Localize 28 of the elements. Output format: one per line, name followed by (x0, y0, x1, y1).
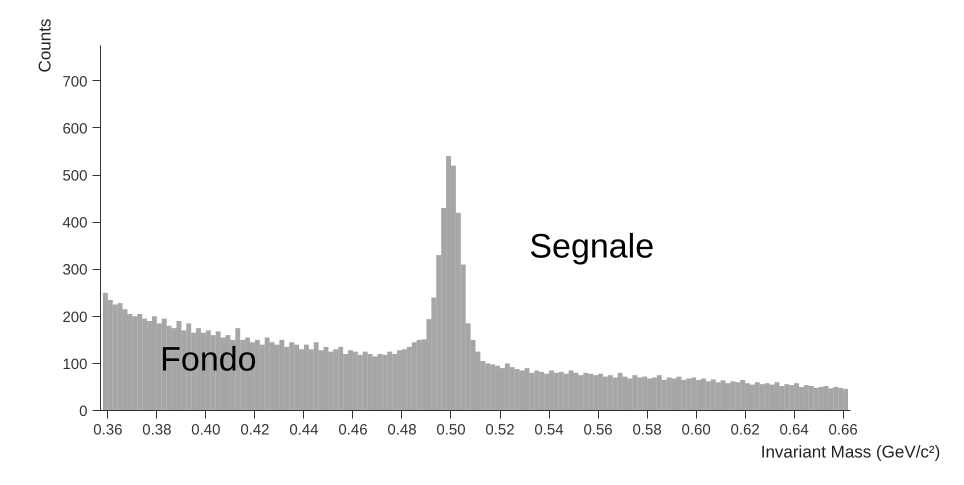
x-tick-label: 0.60 (681, 422, 711, 438)
x-tick-label: 0.54 (534, 422, 564, 438)
x-tick-label: 0.58 (632, 422, 662, 438)
annotation: Fondo (160, 340, 257, 379)
x-tick-label: 0.66 (828, 422, 858, 438)
y-axis-title: Counts (35, 18, 54, 72)
x-tick-label: 0.46 (338, 422, 368, 438)
y-tick-label: 0 (79, 403, 88, 420)
y-tick-label: 600 (62, 120, 88, 138)
x-tick-label: 0.48 (387, 422, 417, 438)
x-axis-title: Invariant Mass (GeV/c²) (760, 442, 940, 462)
y-tick-label: 200 (62, 308, 88, 326)
y-tick-label: 100 (62, 356, 88, 373)
x-tick-label: 0.36 (93, 422, 122, 438)
x-tick-label: 0.40 (191, 422, 220, 438)
x-tick-label: 0.52 (485, 422, 515, 438)
x-tick-label: 0.38 (142, 422, 172, 438)
x-tick-label: 0.42 (240, 422, 270, 438)
x-tick-label: 0.56 (583, 422, 613, 438)
x-tick-label: 0.44 (289, 422, 319, 438)
x-tick-label: 0.62 (730, 422, 760, 438)
x-tick-label: 0.64 (780, 422, 809, 438)
y-tick-label: 300 (62, 262, 88, 279)
y-tick-label: 500 (62, 168, 88, 185)
x-tick-label: 0.50 (436, 422, 466, 438)
y-tick-label: 400 (62, 214, 88, 232)
y-tick-label: 700 (62, 73, 88, 90)
annotation: Segnale (529, 227, 654, 266)
